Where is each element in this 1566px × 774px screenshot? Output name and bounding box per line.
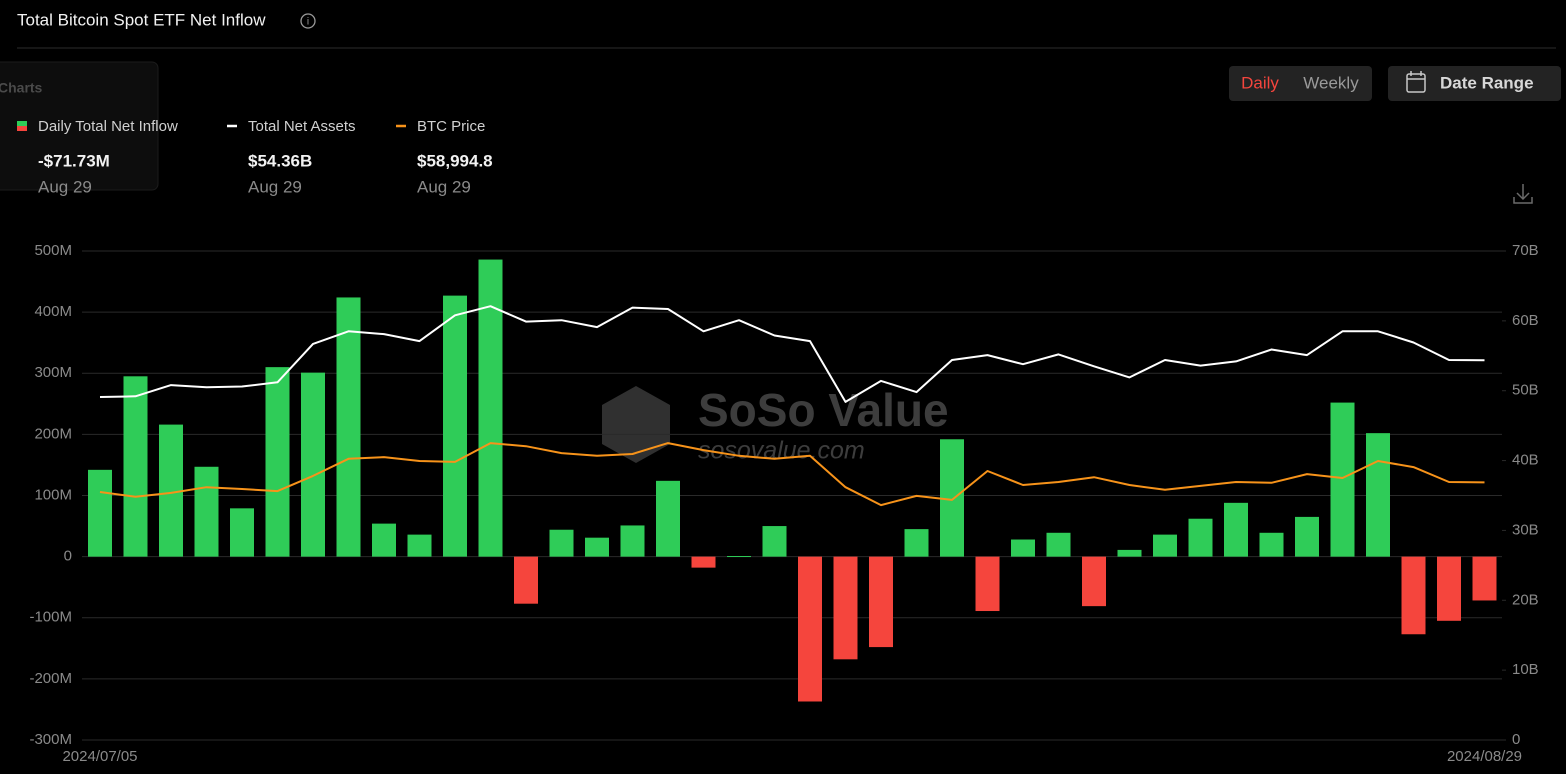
bar (1472, 556, 1497, 601)
line (99, 305, 1485, 403)
info-icon-glyph: i (307, 17, 309, 28)
y-tick-label: 0 (64, 548, 72, 565)
x-tick-label: 2024/08/29 (1447, 748, 1522, 765)
bar (194, 466, 219, 557)
bar (1401, 556, 1426, 635)
bar (975, 556, 1000, 612)
bar (1046, 532, 1071, 557)
bar (1437, 556, 1461, 621)
y-tick-label: 300M (34, 364, 72, 381)
legend-label: Daily Total Net Inflow (38, 118, 178, 135)
bar (1117, 549, 1142, 557)
date-range-button[interactable] (1388, 66, 1561, 101)
legend-value: -$71.73M (38, 151, 110, 170)
bar (1330, 402, 1355, 557)
legend-value: $54.36B (248, 151, 312, 170)
bar (940, 439, 964, 557)
bar (1259, 532, 1284, 557)
bar (762, 526, 787, 557)
y2-tick-label: 60B (1512, 312, 1539, 329)
y-tick-label: 200M (34, 425, 72, 442)
y-tick-label: 500M (34, 242, 72, 259)
watermark-text: SoSo Value (698, 384, 949, 436)
bar (833, 556, 858, 660)
calendar-icon (1406, 71, 1426, 93)
menu-overlay (0, 61, 159, 191)
weekly-button[interactable]: Weekly (1303, 73, 1359, 92)
bar (265, 367, 290, 557)
y2-tick-label: 70B (1512, 242, 1539, 259)
legend-swatch (17, 121, 27, 126)
bar (869, 556, 893, 648)
legend-value: $58,994.8 (417, 151, 493, 170)
bar (123, 376, 148, 557)
legend-swatch (17, 126, 27, 131)
page-title: Total Bitcoin Spot ETF Net Inflow (17, 10, 266, 29)
legend-label: BTC Price (417, 118, 485, 135)
bar (1188, 518, 1213, 557)
bar (656, 480, 680, 557)
bar (372, 523, 396, 557)
bar (585, 537, 609, 557)
bar (1153, 534, 1177, 557)
bar (1295, 516, 1319, 557)
interval-toggle (1229, 66, 1372, 101)
y-tick-label: -100M (29, 609, 72, 626)
legend-date: Aug 29 (248, 177, 302, 196)
bar (230, 508, 254, 557)
bar (1011, 539, 1035, 557)
bar (1224, 502, 1248, 557)
watermark: SoSo Value sosovalue.com (602, 384, 949, 465)
bar (301, 372, 325, 557)
y2-tick-label: 20B (1512, 591, 1539, 608)
info-icon[interactable] (300, 13, 316, 29)
line (99, 442, 1485, 507)
bar (727, 556, 751, 558)
y-tick-label: -300M (29, 731, 72, 748)
legend-date: Aug 29 (417, 177, 471, 196)
legend-date: Aug 29 (38, 177, 92, 196)
legend-label: Total Net Assets (248, 118, 356, 135)
y-tick-label: 400M (34, 303, 72, 320)
x-tick-label: 2024/07/05 (62, 748, 137, 765)
bar (1082, 556, 1106, 607)
watermark-logo (602, 386, 670, 463)
download-icon[interactable] (1513, 184, 1533, 204)
bar (443, 295, 467, 557)
y2-tick-label: 30B (1512, 521, 1539, 538)
bar (514, 556, 538, 604)
bar (691, 556, 716, 568)
bar (1366, 433, 1390, 557)
menu-overlay-item: Charts (0, 80, 43, 96)
daily-button[interactable]: Daily (1241, 73, 1279, 92)
y2-tick-label: 50B (1512, 382, 1539, 399)
y-tick-label: 100M (34, 486, 72, 503)
bar (549, 529, 574, 557)
bar (478, 259, 503, 557)
date-range-label: Date Range (1440, 73, 1534, 92)
bar (904, 529, 929, 557)
y2-tick-label: 10B (1512, 661, 1539, 678)
bar (620, 525, 645, 557)
watermark-url: sosovalue.com (698, 437, 865, 465)
y2-tick-label: 40B (1512, 452, 1539, 469)
y-tick-label: -200M (29, 670, 72, 687)
bar (88, 469, 112, 557)
bar (336, 297, 361, 557)
bar (407, 534, 432, 557)
bar (798, 556, 822, 702)
y2-tick-label: 0 (1512, 731, 1520, 748)
